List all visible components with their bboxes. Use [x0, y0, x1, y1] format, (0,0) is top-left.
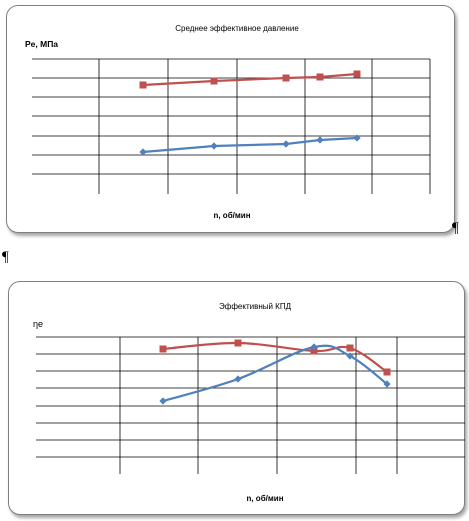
chart1-y-axis-label: Pe, МПа	[25, 39, 58, 49]
data-point-square-marker	[282, 74, 290, 82]
data-point-diamond-marker	[346, 352, 354, 360]
data-point-diamond-marker	[383, 380, 391, 388]
chart-frame-efficiency	[8, 281, 465, 515]
pilcrow-mark: ¶	[452, 220, 459, 236]
data-point-diamond-marker	[353, 134, 361, 142]
data-point-diamond-marker	[310, 343, 318, 351]
chart1-title: Среднее эффективное давление	[175, 24, 299, 33]
data-point-square-marker	[159, 345, 167, 353]
data-point-square-marker	[210, 77, 218, 85]
chart-frame-pressure	[6, 5, 455, 233]
chart2-title: Эффективный КПД	[219, 302, 292, 311]
series-line	[142, 136, 358, 154]
data-point-square-marker	[383, 368, 391, 376]
data-point-square-marker	[139, 81, 147, 89]
data-point-square-marker	[310, 347, 318, 355]
series-line	[142, 72, 358, 87]
data-point-diamond-marker	[316, 136, 324, 144]
data-point-square-marker	[353, 70, 361, 78]
data-point-diamond-marker	[282, 140, 290, 148]
data-point-square-marker	[346, 344, 354, 352]
chart1-x-axis-label: n, об/мин	[213, 211, 250, 220]
chart2-y-axis-label: ηe	[33, 319, 43, 329]
series-line	[162, 344, 388, 403]
data-point-diamond-marker	[159, 397, 167, 405]
data-point-diamond-marker	[139, 148, 147, 156]
data-point-square-marker	[316, 73, 324, 81]
data-point-diamond-marker	[210, 142, 218, 150]
chart2-x-axis-label: n, об/мин	[246, 494, 283, 503]
data-point-diamond-marker	[234, 375, 242, 383]
data-point-square-marker	[234, 339, 242, 347]
pilcrow-mark: ¶	[2, 249, 9, 265]
